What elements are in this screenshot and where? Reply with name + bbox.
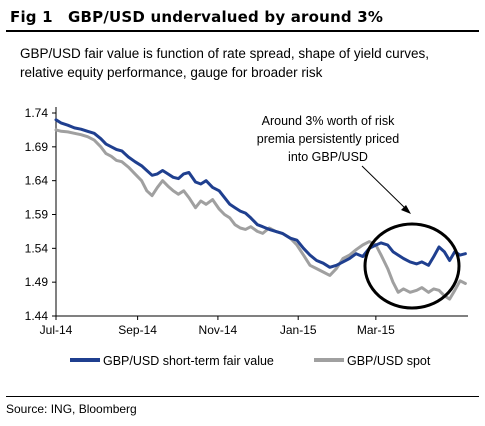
figure-label: Fig 1 — [10, 8, 53, 26]
highlight-circle — [363, 222, 461, 310]
y-tick-label: 1.44 — [25, 309, 49, 323]
series-line-fair-value — [54, 118, 467, 269]
legend-label-spot: GBP/USD spot — [347, 354, 431, 368]
y-tick-label: 1.49 — [25, 275, 49, 289]
annotation-layer: Around 3% worth of risk premia persisten… — [257, 114, 461, 310]
x-tick-label: Sep-14 — [118, 323, 157, 337]
y-axis: 1.44 1.49 1.54 1.59 1.64 1.69 1.74 — [25, 106, 57, 323]
annotation-arrow-line — [361, 165, 408, 211]
annotation-line-2: premia persistently priced — [257, 132, 399, 146]
x-tick-label: Mar-15 — [357, 323, 395, 337]
figure-header: Fig 1 GBP/USD undervalued by around 3% — [6, 4, 479, 32]
figure-subtitle: GBP/USD fair value is function of rate s… — [20, 46, 429, 80]
figure-title: GBP/USD undervalued by around 3% — [68, 8, 384, 26]
y-tick-label: 1.54 — [25, 241, 49, 255]
legend: GBP/USD short-term fair value GBP/USD sp… — [70, 354, 431, 368]
annotation-arrow-head — [401, 205, 411, 214]
x-tick-label: Nov-14 — [199, 323, 238, 337]
x-tick-label: Jul-14 — [40, 323, 73, 337]
x-axis: Jul-14 Sep-14 Nov-14 Jan-15 Mar-15 — [40, 315, 468, 337]
y-tick-label: 1.74 — [25, 106, 49, 120]
series-layer — [54, 118, 467, 301]
annotation-line-3: into GBP/USD — [288, 150, 368, 164]
footer-divider — [6, 396, 479, 397]
annotation-line-1: Around 3% worth of risk — [262, 114, 395, 128]
y-tick-label: 1.69 — [25, 140, 49, 154]
series-line-spot — [54, 128, 467, 301]
source-note: Source: ING, Bloomberg — [6, 402, 137, 416]
y-tick-label: 1.64 — [25, 174, 49, 188]
x-tick-label: Jan-15 — [280, 323, 317, 337]
y-tick-label: 1.59 — [25, 208, 49, 222]
legend-label-fair-value: GBP/USD short-term fair value — [103, 354, 274, 368]
